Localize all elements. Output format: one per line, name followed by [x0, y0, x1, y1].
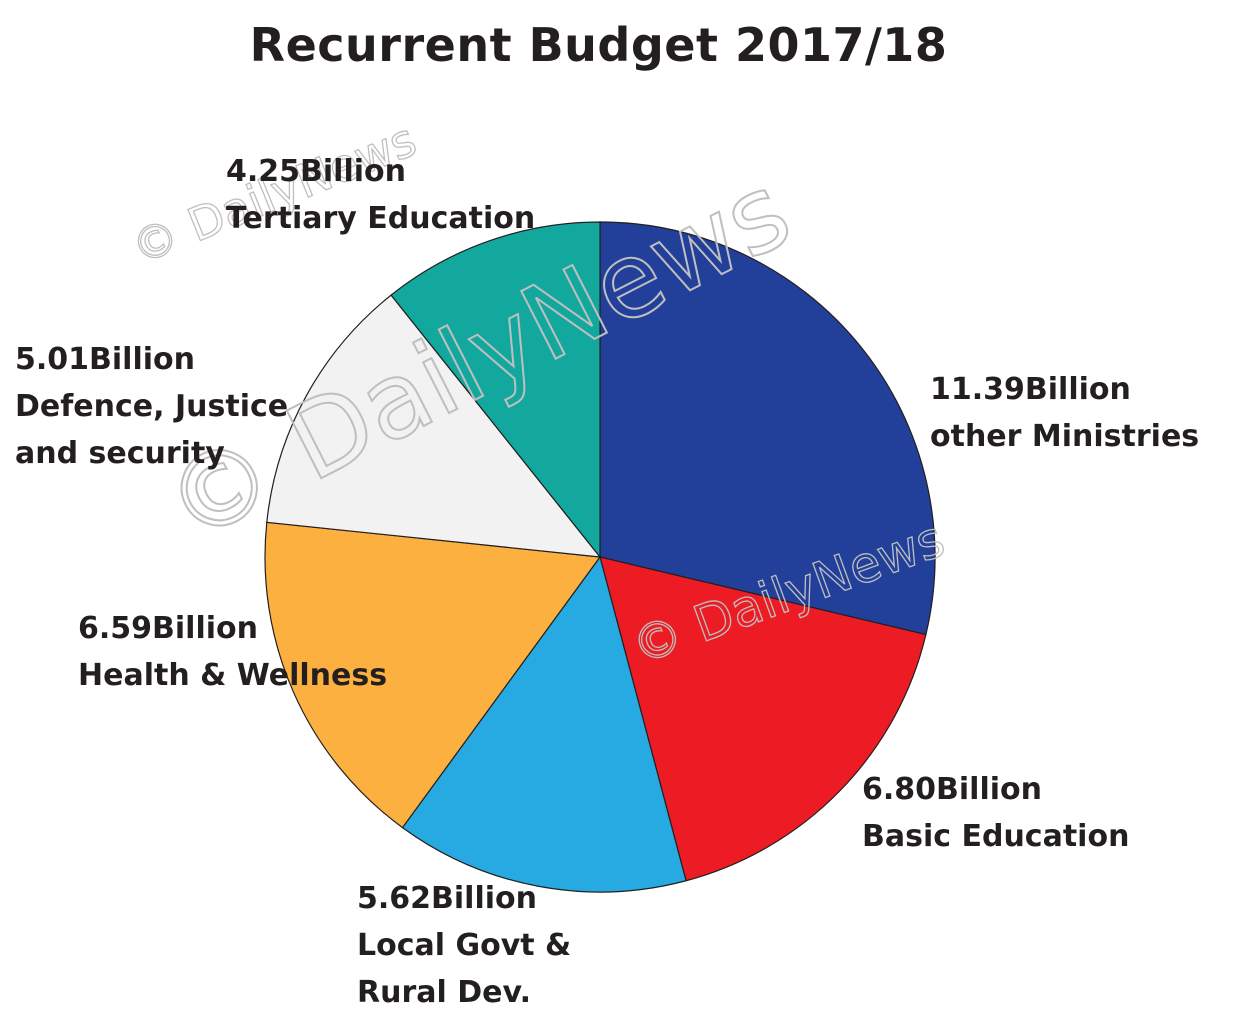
pie-slice-0	[599, 221, 936, 636]
slice-value: 5.01Billion	[15, 342, 195, 377]
pie-slice-1	[599, 556, 927, 882]
slice-label-defence: 5.01Billion Defence, Justice and securit…	[15, 336, 288, 477]
pie-slice-5	[390, 221, 601, 559]
slice-category: Tertiary Education	[226, 201, 536, 236]
slice-label-basic-education: 6.80Billion Basic Education	[862, 766, 1129, 860]
slice-label-tertiary: 4.25Billion Tertiary Education	[226, 148, 535, 242]
pie-slice-4	[266, 294, 602, 558]
slice-value: 11.39Billion	[930, 372, 1131, 407]
slice-category: other Ministries	[930, 419, 1200, 454]
chart-title: Recurrent Budget 2017/18	[249, 18, 948, 72]
slice-category: and security	[15, 436, 225, 471]
slice-label-health: 6.59Billion Health & Wellness	[78, 605, 387, 699]
slice-value: 4.25Billion	[226, 154, 406, 189]
slice-value: 5.62Billion	[357, 881, 537, 916]
slice-value: 6.59Billion	[78, 611, 258, 646]
slice-label-local-govt: 5.62Billion Local Govt & Rural Dev.	[357, 875, 571, 1016]
pie-slice-3	[264, 521, 602, 829]
slice-category: Rural Dev.	[357, 975, 531, 1010]
slice-category: Health & Wellness	[78, 658, 388, 693]
pie-slices	[264, 221, 936, 893]
slice-category: Local Govt &	[357, 928, 572, 963]
pie-slice-2	[401, 555, 687, 893]
slice-value: 6.80Billion	[862, 772, 1042, 807]
slice-category: Basic Education	[862, 819, 1130, 854]
slice-label-other-ministries: 11.39Billion other Ministries	[930, 366, 1199, 460]
slice-category: Defence, Justice	[15, 389, 289, 424]
